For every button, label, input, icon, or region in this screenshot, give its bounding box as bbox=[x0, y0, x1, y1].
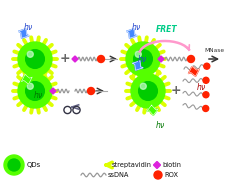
Polygon shape bbox=[153, 161, 160, 169]
Circle shape bbox=[26, 82, 44, 100]
Text: $h\nu$: $h\nu$ bbox=[32, 88, 43, 99]
Circle shape bbox=[203, 92, 209, 98]
Circle shape bbox=[98, 56, 104, 63]
Circle shape bbox=[131, 74, 165, 108]
Text: FRET: FRET bbox=[156, 25, 178, 33]
Text: +: + bbox=[171, 84, 181, 98]
Circle shape bbox=[139, 82, 157, 100]
Text: MNase: MNase bbox=[204, 48, 224, 53]
Text: biotin: biotin bbox=[162, 162, 181, 168]
Text: ssDNA: ssDNA bbox=[108, 172, 129, 178]
Text: ROX: ROX bbox=[164, 172, 178, 178]
Circle shape bbox=[135, 51, 141, 57]
Circle shape bbox=[4, 155, 24, 175]
Polygon shape bbox=[158, 56, 164, 62]
Text: $h\nu$: $h\nu$ bbox=[131, 20, 141, 32]
Polygon shape bbox=[50, 88, 56, 94]
Circle shape bbox=[188, 56, 195, 63]
Circle shape bbox=[26, 50, 44, 68]
Polygon shape bbox=[18, 29, 29, 38]
Polygon shape bbox=[21, 74, 32, 84]
Circle shape bbox=[203, 77, 209, 83]
Circle shape bbox=[27, 51, 33, 57]
Circle shape bbox=[27, 83, 33, 89]
Polygon shape bbox=[147, 105, 158, 115]
Polygon shape bbox=[188, 67, 199, 76]
Polygon shape bbox=[72, 56, 78, 62]
Polygon shape bbox=[132, 61, 143, 70]
Circle shape bbox=[154, 171, 162, 179]
Text: streptavidin: streptavidin bbox=[112, 162, 152, 168]
Circle shape bbox=[87, 88, 94, 94]
Circle shape bbox=[203, 105, 209, 112]
Text: QDs: QDs bbox=[27, 162, 41, 168]
Polygon shape bbox=[126, 29, 137, 38]
Circle shape bbox=[204, 63, 210, 69]
Text: +: + bbox=[60, 53, 70, 66]
Text: $h\nu$: $h\nu$ bbox=[137, 53, 148, 64]
Circle shape bbox=[140, 83, 146, 89]
Text: $h\nu$: $h\nu$ bbox=[155, 119, 165, 130]
Circle shape bbox=[18, 74, 52, 108]
Circle shape bbox=[134, 50, 152, 68]
Text: $h\nu$: $h\nu$ bbox=[195, 81, 206, 91]
Text: $h\nu$: $h\nu$ bbox=[22, 20, 33, 32]
Circle shape bbox=[126, 42, 160, 76]
Circle shape bbox=[8, 159, 20, 171]
Circle shape bbox=[18, 42, 52, 76]
